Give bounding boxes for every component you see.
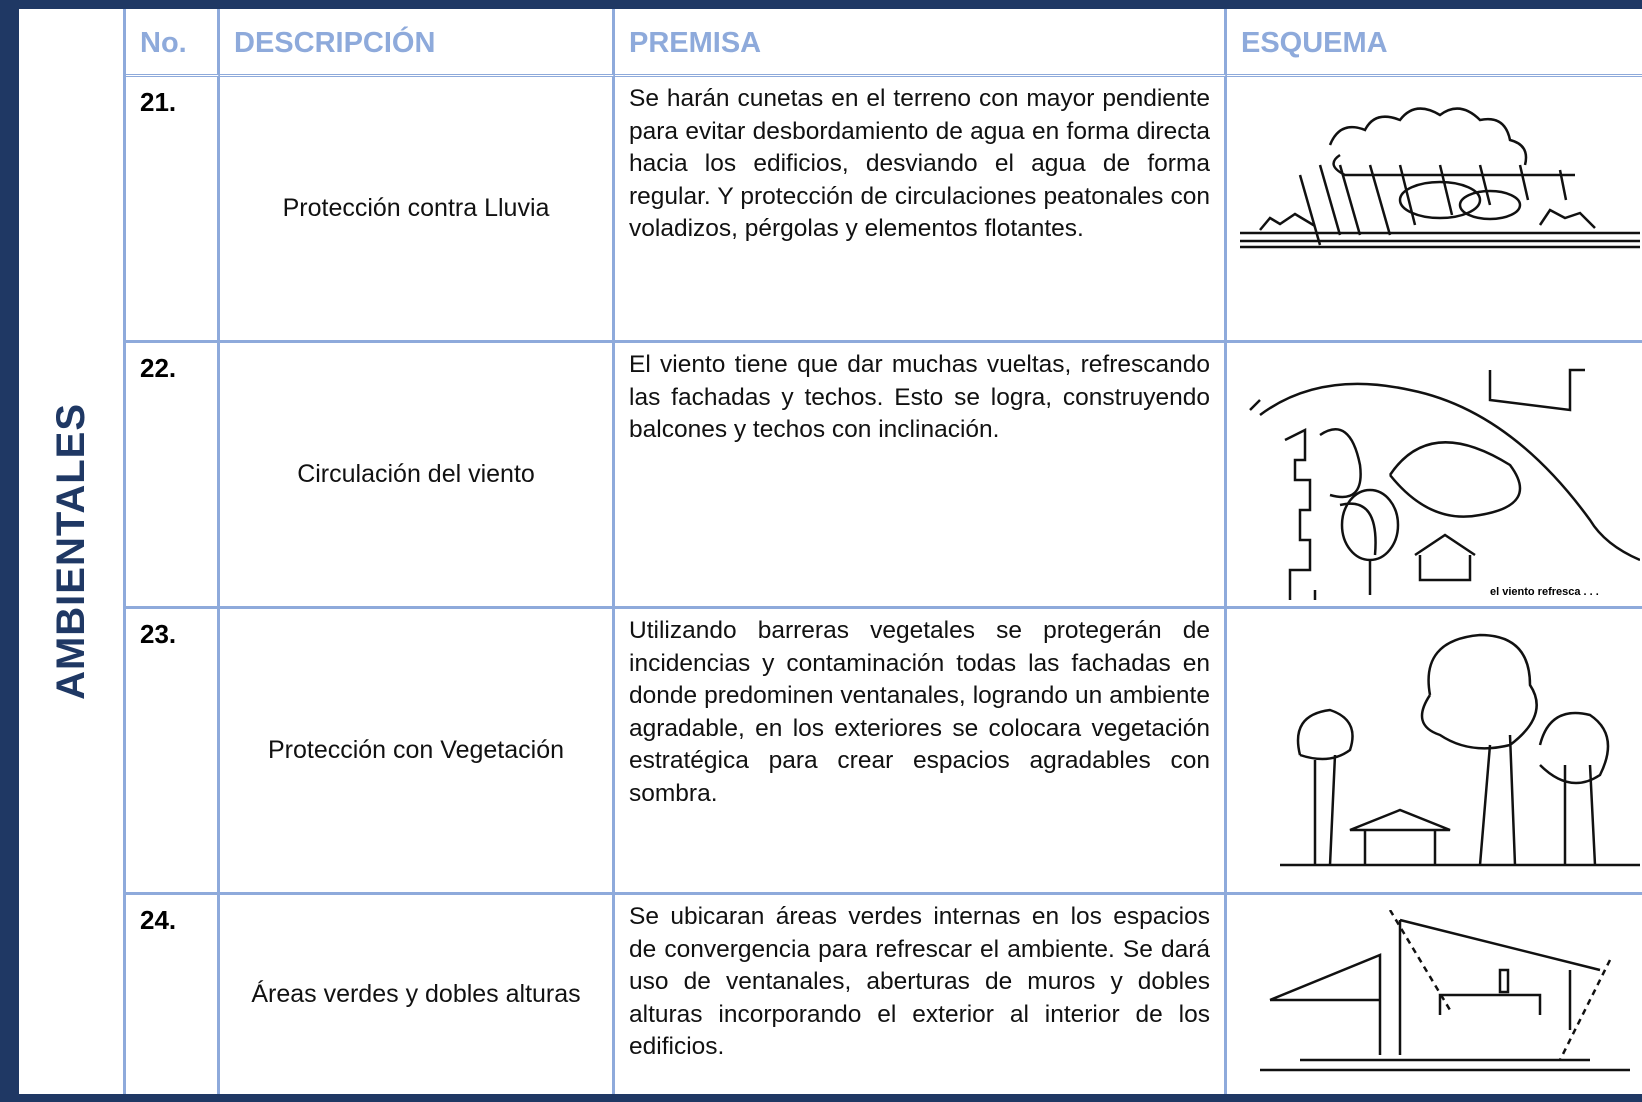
frame <box>0 0 19 1102</box>
header-cell: ESQUEMA <box>1227 9 1642 77</box>
sketch-cell <box>1227 609 1642 895</box>
rain-sketch <box>1240 107 1640 249</box>
row-premise: Se harán cunetas en el terreno con mayor… <box>615 77 1227 343</box>
header-cell: PREMISA <box>615 9 1227 77</box>
row-number: 22. <box>126 343 220 609</box>
row-description: Protección con Vegetación <box>220 609 615 895</box>
row-premise: Se ubicaran áreas verdes internas en los… <box>615 895 1227 1094</box>
sketch-cell <box>1227 343 1642 609</box>
frame <box>0 0 1642 9</box>
row-number: 23. <box>126 609 220 895</box>
frame <box>0 1094 1642 1102</box>
row-description: Áreas verdes y dobles alturas <box>220 895 615 1094</box>
row-premise: Utilizando barreras vegetales se protege… <box>615 609 1227 895</box>
sketch-caption: el viento refresca . . . <box>1490 586 1599 598</box>
header-cell: No. <box>126 9 220 77</box>
sketch-cell <box>1227 77 1642 343</box>
side-label-cell: AMBIENTALES <box>19 9 126 1094</box>
side-label: AMBIENTALES <box>48 403 93 700</box>
row-premise: El viento tiene que dar muchas vueltas, … <box>615 343 1227 609</box>
row-description: Circulación del viento <box>220 343 615 609</box>
row-number: 24. <box>126 895 220 1094</box>
row-description: Protección contra Lluvia <box>220 77 615 343</box>
wind-sketch: el viento refresca . . . <box>1249 368 1640 600</box>
vegetation-sketch <box>1280 633 1640 867</box>
row-number: 21. <box>126 77 220 343</box>
section-sketch <box>1260 910 1630 1072</box>
header-cell: DESCRIPCIÓN <box>220 9 615 77</box>
